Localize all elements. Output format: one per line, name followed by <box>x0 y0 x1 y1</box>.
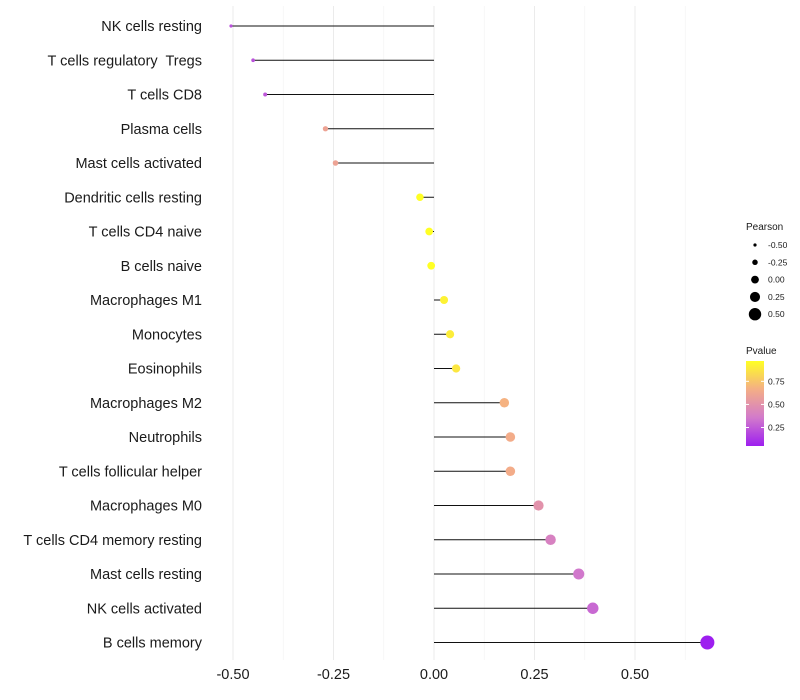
color-legend-label: 0.25 <box>768 423 785 433</box>
size-legend-label: 0.25 <box>768 292 785 302</box>
x-tick-label: 0.25 <box>520 667 548 683</box>
x-tick-label: -0.25 <box>317 667 350 683</box>
gridlines <box>232 6 686 660</box>
point <box>229 24 233 28</box>
category-label: Monocytes <box>132 327 202 343</box>
category-label: NK cells resting <box>101 19 202 35</box>
point <box>445 330 455 339</box>
color-legend-bar <box>746 361 764 446</box>
size-legend-key <box>749 291 761 302</box>
color-legend-label: 0.75 <box>768 376 785 386</box>
category-label: T cells regulatory Tregs <box>48 53 202 69</box>
size-legend-label: 0.50 <box>768 309 785 319</box>
size-legend-label: 0.00 <box>768 275 785 285</box>
point <box>440 295 449 305</box>
point <box>427 261 436 270</box>
category-label: Macrophages M2 <box>90 396 202 412</box>
point <box>251 58 255 63</box>
category-label: Mast cells resting <box>90 567 202 583</box>
point <box>425 227 434 236</box>
point <box>587 602 599 614</box>
category-label: Plasma cells <box>121 122 202 138</box>
category-label: Neutrophils <box>129 430 202 446</box>
x-tick-label: -0.50 <box>216 667 249 683</box>
category-label: T cells CD4 naive <box>89 225 202 241</box>
size-legend-key <box>753 243 757 247</box>
category-label: NK cells activated <box>87 601 202 617</box>
point <box>573 568 585 580</box>
size-legend-key <box>751 275 759 284</box>
color-legend: Pvalue 0.75 0.50 0.25 <box>746 346 785 446</box>
point <box>416 193 424 201</box>
size-legend-key <box>752 259 758 266</box>
point <box>322 126 329 132</box>
point <box>700 635 715 650</box>
point <box>505 466 516 477</box>
size-legend-label: -0.25 <box>768 257 788 267</box>
lollipop-stems <box>230 25 708 643</box>
color-legend-label: 0.50 <box>768 399 785 409</box>
category-label: T cells follicular helper <box>59 464 202 480</box>
category-label: Macrophages M0 <box>90 499 202 515</box>
lollipop-points <box>229 24 715 650</box>
color-legend-title: Pvalue <box>746 346 777 357</box>
point <box>451 364 461 373</box>
size-legend: Pearson -0.50 -0.25 0.00 0.25 0.50 <box>746 222 788 321</box>
point <box>505 432 516 442</box>
x-axis-tick-labels: -0.50 -0.25 0.00 0.25 0.50 <box>216 667 649 683</box>
category-label: T cells CD4 memory resting <box>23 533 202 549</box>
size-legend-title: Pearson <box>746 222 783 233</box>
point <box>533 500 544 511</box>
point <box>499 398 510 408</box>
category-label: Macrophages M1 <box>90 293 202 309</box>
size-legend-key <box>748 308 762 321</box>
category-label: B cells naive <box>121 259 202 275</box>
point <box>545 534 556 545</box>
category-label: T cells CD8 <box>127 88 202 104</box>
point <box>263 92 268 97</box>
x-tick-label: 0.00 <box>420 667 448 683</box>
category-label: Mast cells activated <box>75 156 202 172</box>
category-label: Eosinophils <box>128 362 202 378</box>
category-labels: NK cells resting T cells regulatory Tregs… <box>23 19 202 652</box>
category-label: B cells memory <box>103 636 203 652</box>
point <box>332 160 339 166</box>
category-label: Dendritic cells resting <box>64 190 202 206</box>
size-legend-label: -0.50 <box>768 240 788 250</box>
x-tick-label: 0.50 <box>621 667 649 683</box>
